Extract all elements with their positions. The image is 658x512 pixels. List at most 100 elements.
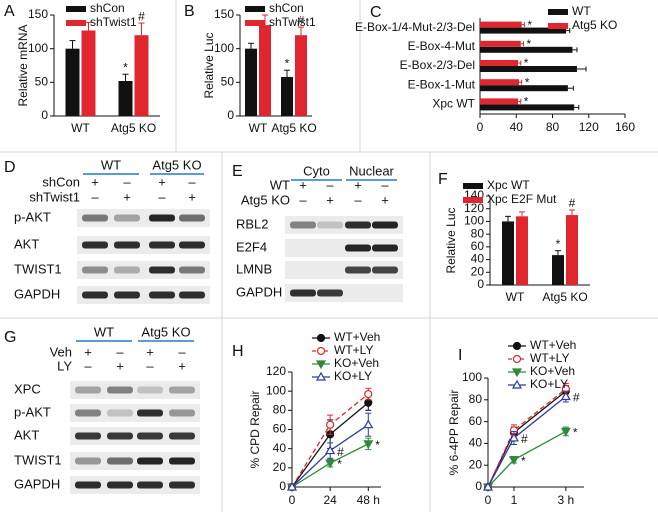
legend-marker — [511, 368, 523, 378]
marker — [325, 459, 336, 469]
condition-label: WT — [270, 177, 290, 192]
band — [82, 291, 108, 299]
condition-sign: + — [146, 344, 154, 359]
y-axis-label: Relative mRNA — [16, 24, 30, 106]
condition-sign: + — [188, 189, 196, 204]
bar — [566, 215, 578, 285]
bar — [480, 27, 567, 34]
bar — [516, 216, 528, 285]
annotation: * — [285, 56, 290, 70]
marker — [508, 432, 519, 442]
condition-sign: – — [123, 174, 131, 189]
row-label: p-AKT — [14, 209, 51, 224]
legend-swatch — [548, 23, 568, 29]
marker — [482, 481, 494, 491]
bar — [502, 221, 514, 285]
annotation: * — [525, 75, 530, 89]
y-tick-label: 60 — [273, 422, 287, 436]
blot-strip — [70, 404, 200, 422]
bar — [281, 76, 293, 116]
group-label: Atg5 KO — [141, 324, 190, 339]
x-tick-label: 24 — [323, 493, 337, 507]
band — [149, 241, 175, 249]
panel-letter: G — [4, 329, 16, 346]
condition-sign: + — [354, 177, 362, 192]
bar — [134, 35, 149, 117]
bar — [480, 40, 521, 47]
x-tick-label: WT — [249, 121, 268, 135]
condition-label: Veh — [50, 344, 72, 359]
legend-label: shCon — [90, 1, 125, 15]
row-label: RBL2 — [236, 216, 269, 231]
condition-label: LY — [57, 358, 72, 373]
band — [372, 244, 398, 252]
condition-label: shTwist1 — [29, 189, 80, 204]
bar — [480, 21, 522, 28]
legend-label: shCon — [269, 1, 304, 15]
condition-sign: + — [158, 174, 166, 189]
condition-sign: – — [354, 192, 362, 207]
x-tick-label: 0 — [289, 493, 296, 507]
marker — [326, 420, 335, 429]
annotation: # — [573, 391, 580, 405]
blot-strip — [77, 236, 210, 254]
annotation: * — [573, 426, 578, 440]
y-tick-label: 100 — [266, 383, 286, 397]
legend-label: Atg5 KO — [572, 18, 617, 32]
blot-strip — [70, 381, 200, 399]
legend-swatch — [66, 20, 86, 26]
y-axis-label: Relative Luc — [444, 207, 458, 273]
x-tick-label: 80 — [546, 120, 560, 134]
marker — [560, 391, 571, 401]
marker — [364, 389, 373, 399]
row-label: TWIST1 — [14, 452, 62, 467]
band — [137, 386, 163, 394]
x-tick-label: WT — [71, 121, 90, 135]
annotation: # — [337, 445, 344, 459]
group-label: WT — [101, 157, 121, 172]
band — [107, 457, 133, 465]
legend-swatch — [548, 9, 568, 15]
blot-strip — [70, 476, 200, 494]
annotation: * — [527, 37, 532, 51]
y-tick-label: 120 — [464, 201, 484, 215]
y-tick-label: E-Box-1-Mut — [408, 77, 476, 91]
y-tick-label: 0 — [279, 479, 286, 493]
annotation: * — [527, 18, 532, 32]
group-label: Atg5 KO — [152, 157, 201, 172]
y-tick-label: 80 — [469, 392, 483, 406]
y-tick-label: 50 — [35, 75, 49, 89]
legend-label: shTwist1 — [269, 15, 316, 29]
row-label: AKT — [14, 236, 39, 251]
row-label: LMNB — [236, 261, 272, 276]
condition-sign: – — [299, 192, 307, 207]
annotation: # — [138, 9, 145, 23]
legend-label: WT+LY — [530, 351, 569, 365]
x-tick-label: 3 h — [557, 493, 574, 507]
series-line — [487, 388, 567, 488]
x-tick-label: 1 — [511, 493, 518, 507]
legend-label: KO+Veh — [530, 364, 575, 378]
band — [107, 432, 133, 440]
annotation: # — [521, 432, 528, 446]
y-axis-label: % CPD Repair — [248, 390, 262, 468]
legend-label: WT+LY — [334, 343, 373, 357]
y-axis-label: % 6-4PP Repair — [447, 390, 461, 476]
legend-label: KO+LY — [334, 369, 372, 383]
legend-label: WT+Veh — [530, 338, 576, 352]
y-tick-label: 150 — [28, 7, 48, 21]
legend-label: KO+LY — [530, 377, 568, 391]
y-tick-label: 120 — [266, 364, 286, 378]
legend-swatch — [463, 183, 483, 189]
marker — [363, 440, 374, 450]
band — [107, 481, 133, 489]
band — [169, 481, 195, 489]
blot-strip — [285, 261, 403, 279]
y-tick-label: 40 — [273, 441, 287, 455]
legend-marker — [316, 346, 326, 356]
y-tick-label: 60 — [469, 414, 483, 428]
band — [179, 291, 205, 299]
band — [137, 409, 163, 417]
annotation: * — [123, 60, 128, 74]
